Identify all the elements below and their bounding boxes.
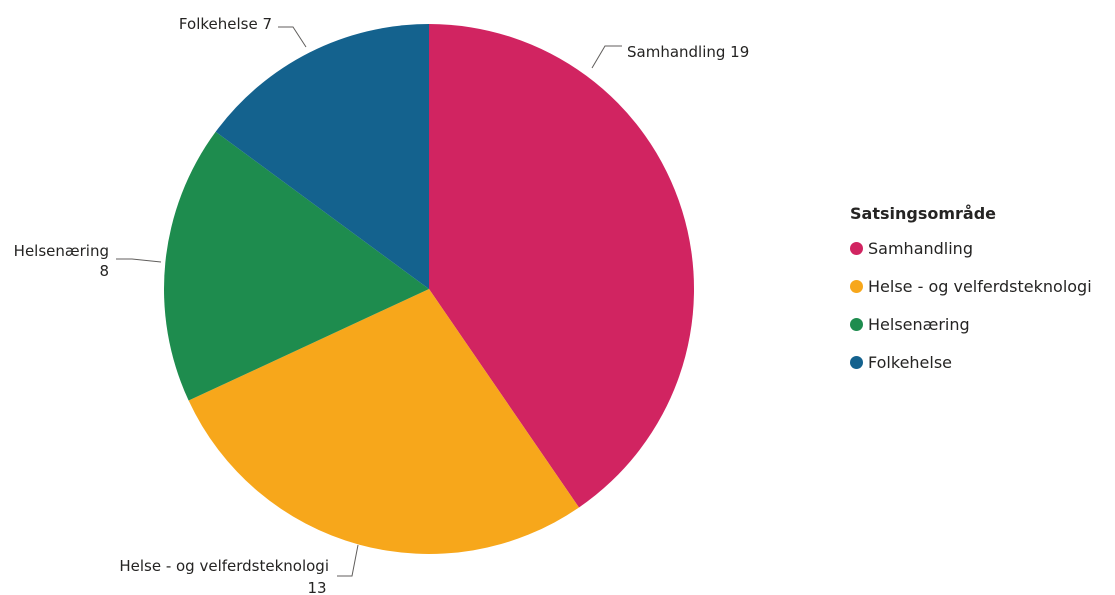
pie-slice-samhandling[interactable]	[429, 24, 695, 508]
legend-label: Samhandling	[868, 238, 973, 258]
data-label-helsenaering-line1: Helsenæring	[14, 242, 109, 260]
leader-line-folkehelse	[278, 26, 307, 48]
legend-item-helsenaering[interactable]: Helsenæring	[850, 305, 1092, 343]
legend-item-folkehelse[interactable]: Folkehelse	[850, 343, 1092, 381]
pie-slices	[164, 24, 695, 555]
leader-line-samhandling	[591, 45, 622, 69]
pie-slice-helse-og-velferdsteknologi[interactable]	[188, 289, 579, 555]
data-label-helseteknologi-line2: 13	[307, 579, 326, 595]
legend-swatch-folkehelse	[850, 355, 863, 369]
legend-title: Satsingsområde	[850, 204, 996, 223]
data-labels: Samhandling 19 Folkehelse 7 Helsenæring …	[14, 15, 750, 595]
legend-label: Helse - og velferdsteknologi	[868, 276, 1092, 296]
legend-item-samhandling[interactable]: Samhandling	[850, 229, 1092, 267]
data-label-helsenaering-line2: 8	[99, 262, 109, 280]
legend-label: Helsenæring	[868, 314, 970, 334]
leader-line-helsenaering	[116, 258, 162, 263]
data-label-helseteknologi-line1: Helse - og velferdsteknologi	[119, 557, 329, 575]
legend: Satsingsområde Samhandling Helse - og ve…	[850, 204, 1092, 381]
pie-slice-helsen-ring[interactable]	[164, 131, 429, 401]
legend-label: Folkehelse	[868, 352, 953, 372]
legend-swatch-samhandling	[850, 241, 863, 255]
legend-item-helseteknologi[interactable]: Helse - og velferdsteknologi	[850, 267, 1092, 305]
legend-swatch-helseteknologi	[850, 279, 863, 293]
data-label-samhandling: Samhandling 19	[627, 43, 749, 61]
leader-line-helseteknologi	[337, 544, 359, 577]
data-label-folkehelse: Folkehelse 7	[179, 15, 272, 33]
legend-swatch-helsenaering	[850, 317, 863, 331]
pie-slice-folkehelse[interactable]	[215, 24, 429, 289]
